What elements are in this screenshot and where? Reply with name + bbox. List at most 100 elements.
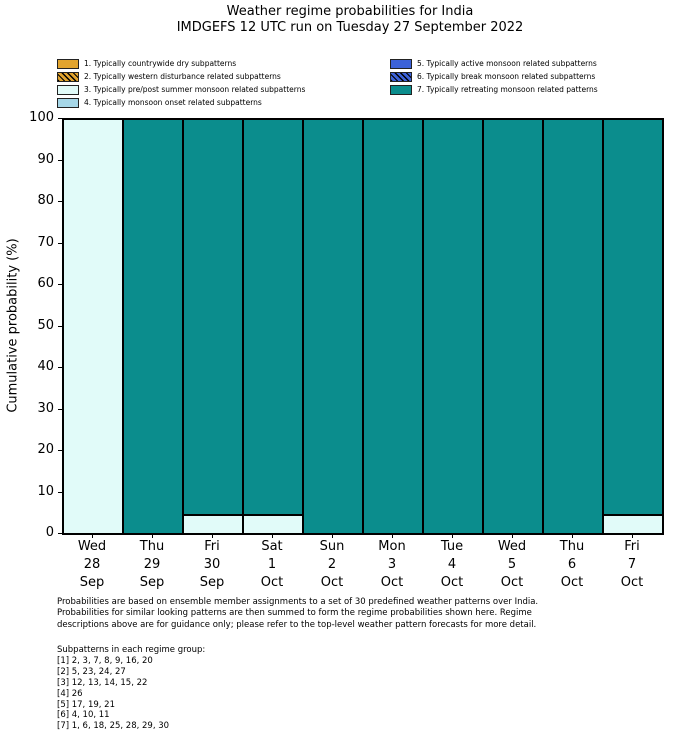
legend-item: 5. Typically active monsoon related subp… <box>390 57 598 70</box>
x-tick-label-line: 2 <box>327 557 337 572</box>
y-tick-mark <box>58 367 62 368</box>
x-tick-label-line: 7 <box>627 557 637 572</box>
x-tick-label-line: 6 <box>567 557 577 572</box>
y-tick-mark <box>58 201 62 202</box>
bar-segment <box>603 119 663 516</box>
x-tick-label-line: Fri <box>204 539 220 554</box>
x-tick-label-line: Mon <box>378 539 406 554</box>
y-tick-label: 40 <box>37 359 54 374</box>
legend-swatch <box>57 58 79 69</box>
y-tick-mark <box>58 450 62 451</box>
y-tick-label: 50 <box>37 317 54 333</box>
x-tick-label: Sat 1 Oct <box>242 538 302 592</box>
x-tick-label-line: Oct <box>320 575 344 590</box>
bar-segment <box>603 515 663 534</box>
bar-segment <box>363 119 423 534</box>
x-tick-label: Tue 4 Oct <box>422 538 482 592</box>
footnote: Probabilities are based on ensemble memb… <box>57 597 538 631</box>
y-axis-label: Cumulative probability (%) <box>5 238 21 413</box>
legend-item: 7. Typically retreating monsoon related … <box>390 83 598 96</box>
x-tick-label-line: Thu <box>139 539 165 554</box>
y-tick-mark <box>58 284 62 285</box>
x-tick-mark <box>271 534 273 538</box>
legend-item-label: 7. Typically retreating monsoon related … <box>417 85 598 94</box>
x-tick-label-line: Oct <box>440 575 464 590</box>
bar <box>303 119 363 534</box>
x-tick-label-line: Fri <box>624 539 640 554</box>
x-tick-label: Fri 7 Oct <box>602 538 662 592</box>
x-tick-mark <box>631 534 633 538</box>
bar <box>123 119 183 534</box>
legend-swatch <box>57 71 79 82</box>
footnote-line: Probabilities for similar looking patter… <box>57 608 532 619</box>
y-tick-mark <box>58 159 62 161</box>
x-tick-label-line: Thu <box>559 539 585 554</box>
x-tick-mark <box>331 534 333 538</box>
x-tick-label-line: 30 <box>203 557 221 572</box>
legend-item: 4. Typically monsoon onset related subpa… <box>57 96 305 109</box>
chart-title: Weather regime probabilities for India <box>226 4 474 19</box>
legend-column-right: 5. Typically active monsoon related subp… <box>390 57 598 96</box>
x-tick-label: Thu 6 Oct <box>542 538 602 592</box>
bar-segment <box>63 119 123 534</box>
y-tick-mark <box>58 118 62 119</box>
y-tick-mark <box>58 533 62 534</box>
x-tick-mark <box>451 534 453 538</box>
subpatterns-list: Subpatterns in each regime group: [1] 2, … <box>57 645 205 732</box>
legend-swatch <box>57 97 79 108</box>
bar <box>603 119 663 534</box>
x-tick-label: Wed 28 Sep <box>62 538 122 592</box>
legend-item-label: 5. Typically active monsoon related subp… <box>417 59 597 68</box>
subpatterns-line: [3] 12, 13, 14, 15, 22 <box>57 677 148 688</box>
subpatterns-line: [1] 2, 3, 7, 8, 9, 16, 20 <box>57 655 153 666</box>
y-tick-label: 70 <box>37 234 54 250</box>
bar <box>183 119 243 534</box>
x-tick-mark <box>391 534 393 538</box>
y-tick-label: 20 <box>37 442 54 457</box>
x-tick-mark <box>91 534 93 538</box>
bar <box>543 119 603 534</box>
x-tick-label-line: Tue <box>440 539 464 554</box>
subpatterns-line: [4] 26 <box>57 688 83 699</box>
x-tick-label-line: Sep <box>199 575 225 590</box>
subpatterns-line: [6] 4, 10, 11 <box>57 710 110 721</box>
x-tick-label: Fri 30 Sep <box>182 538 242 592</box>
bar-segment <box>243 119 303 516</box>
x-tick-label-line: 29 <box>143 557 161 572</box>
x-tick-label-line: Wed <box>77 539 107 554</box>
subpatterns-header: Subpatterns in each regime group: <box>57 645 206 655</box>
bar <box>483 119 543 534</box>
legend-item: 2. Typically western disturbance related… <box>57 70 305 83</box>
subpatterns-line: [5] 17, 19, 21 <box>57 699 115 710</box>
y-tick-label: 10 <box>37 483 54 499</box>
subpatterns-line: [2] 5, 23, 24, 27 <box>57 666 126 677</box>
x-tick-label-line: Oct <box>560 575 584 590</box>
bar-segment <box>183 515 243 534</box>
plot-area <box>62 118 664 535</box>
legend-item: 1. Typically countrywide dry subpatterns <box>57 57 305 70</box>
bar <box>423 119 483 534</box>
x-tick-mark <box>211 534 213 538</box>
legend-item-label: 4. Typically monsoon onset related subpa… <box>84 98 262 107</box>
x-tick-label: Wed 5 Oct <box>482 538 542 592</box>
bar-segment <box>243 515 303 534</box>
x-tick-label-line: 5 <box>507 557 517 572</box>
x-tick-mark <box>511 534 513 538</box>
x-tick-label-line: 28 <box>83 557 101 572</box>
bar-segment <box>423 119 483 534</box>
x-tick-label-line: Sat <box>261 539 283 554</box>
legend-item-label: 6. Typically break monsoon related subpa… <box>417 72 596 81</box>
footnote-line: descriptions above are for guidance only… <box>57 619 537 630</box>
y-tick-mark <box>58 408 62 410</box>
x-tick-label-line: 4 <box>447 557 457 572</box>
bar-segment <box>123 119 183 534</box>
y-tick-label: 0 <box>45 525 54 540</box>
x-tick-label-line: Wed <box>497 539 527 554</box>
bar <box>63 119 123 534</box>
bar <box>243 119 303 534</box>
x-tick-label-line: Oct <box>500 575 524 590</box>
legend-swatch <box>390 84 412 95</box>
legend-swatch <box>390 71 412 82</box>
y-tick-label: 30 <box>37 400 54 416</box>
